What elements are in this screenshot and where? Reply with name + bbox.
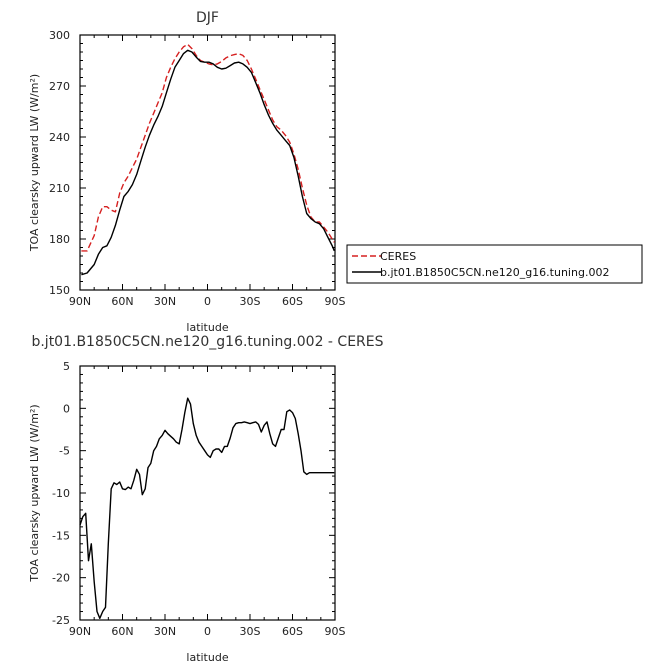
y-tick-label: 5 <box>63 360 70 373</box>
y-tick-label: 180 <box>49 233 70 246</box>
series-line-difference <box>79 397 335 619</box>
x-axis-label: latitude <box>186 651 228 664</box>
x-tick-label: 90N <box>69 295 91 308</box>
bottom-panel: b.jt01.B1850C5CN.ne120_g16.tuning.002 - … <box>28 334 384 664</box>
y-axis-label: TOA clearsky upward LW (W/m²) <box>28 74 41 252</box>
x-tick-label: 60S <box>282 625 303 638</box>
x-tick-label: 30N <box>154 625 176 638</box>
chart-title: DJF <box>196 10 219 26</box>
legend-entry: b.jt01.B1850C5CN.ne120_g16.tuning.002 <box>380 266 609 279</box>
x-tick-label: 30S <box>240 295 261 308</box>
x-tick-label: 90S <box>325 295 346 308</box>
legend-box <box>346 244 643 284</box>
legend: CERES b.jt01.B1850C5CN.ne120_g16.tuning.0… <box>346 244 643 284</box>
x-tick-label: 30S <box>240 625 261 638</box>
y-tick-label: -20 <box>52 572 70 585</box>
y-tick-label: -25 <box>52 614 70 627</box>
x-tick-label: 90N <box>69 625 91 638</box>
top-panel: DJF 90N 60N 30N 0 30S 60S 90S 150 180 210 240 270 300… <box>28 10 346 334</box>
y-tick-label: -5 <box>59 445 70 458</box>
y-tick-label: 0 <box>63 402 70 415</box>
y-tick-label: 210 <box>49 182 70 195</box>
y-tick-label: 240 <box>49 131 70 144</box>
y-tick-label: -15 <box>52 529 70 542</box>
chart-title: b.jt01.B1850C5CN.ne120_g16.tuning.002 - … <box>31 334 383 350</box>
series-line-model <box>81 49 335 276</box>
series-line-ceres <box>81 43 335 252</box>
plot-frame <box>79 34 336 291</box>
x-tick-label: 0 <box>204 625 211 638</box>
x-tick-label: 30N <box>154 295 176 308</box>
x-tick-label: 0 <box>204 295 211 308</box>
y-axis-label: TOA clearsky upward LW (W/m²) <box>28 404 41 582</box>
y-tick-label: -10 <box>52 487 70 500</box>
x-tick-label: 60N <box>111 625 133 638</box>
x-axis-label: latitude <box>186 321 228 334</box>
x-tick-label: 90S <box>325 625 346 638</box>
legend-entry: CERES <box>380 250 416 263</box>
x-tick-label: 60N <box>111 295 133 308</box>
plot-frame <box>79 365 336 621</box>
x-tick-label: 60S <box>282 295 303 308</box>
y-tick-label: 300 <box>49 29 70 42</box>
y-tick-label: 150 <box>49 284 70 297</box>
y-tick-label: 270 <box>49 80 70 93</box>
